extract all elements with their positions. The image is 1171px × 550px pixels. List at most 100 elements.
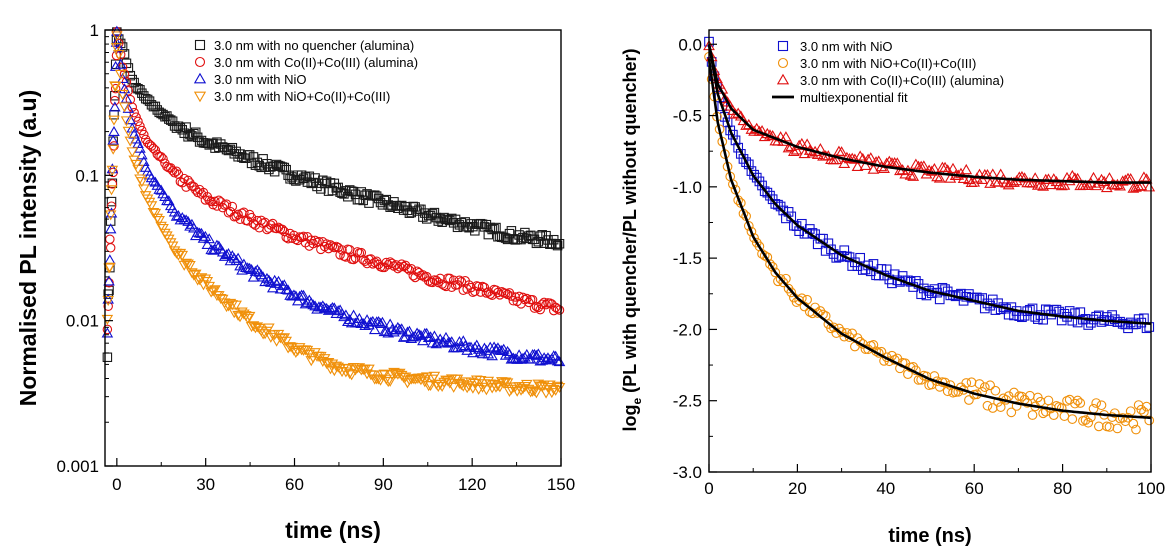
right-point [1064,306,1075,316]
left-point [104,277,114,288]
left-point [510,292,521,302]
left-point [551,381,564,392]
right-point [961,378,972,388]
left-point [270,336,283,347]
left-point [403,325,416,336]
left-series-circle [102,26,565,335]
right-point [836,327,847,337]
left-point [529,303,540,313]
left-point [519,382,531,393]
left-point [104,210,117,221]
left-x-tick-label: 150 [547,475,575,494]
left-point [111,25,123,36]
right-point [1025,304,1035,315]
left-point [261,272,273,283]
right-point [1029,172,1042,183]
right-point [1083,320,1094,330]
right-point [917,160,930,171]
left-point [447,382,460,393]
right-point [916,289,927,300]
left-point [290,347,302,359]
left-point [136,149,148,160]
right-point [741,157,751,168]
left-point [451,342,464,353]
right-point [931,171,943,182]
right-point [794,295,805,306]
left-point [476,348,489,359]
left-point [138,184,150,195]
right-point [979,382,990,392]
left-point [110,83,121,94]
right-point [851,160,864,171]
left-point [428,330,441,341]
left-point [492,381,504,392]
left-point [249,323,262,334]
left-point [122,126,135,137]
left-point [395,323,408,334]
left-point [340,309,352,320]
right-point [1116,175,1129,186]
left-point [103,301,113,312]
right-point [904,169,917,180]
right-point [1067,414,1078,424]
left-point [288,289,300,300]
left-point [120,92,133,103]
right-point [847,261,858,271]
left-point [106,196,117,207]
right-point [1139,407,1149,417]
left-legend-label: 3.0 nm with no quencher (alumina) [214,38,414,53]
left-point [552,240,563,251]
right-point [891,157,904,168]
left-point [247,271,260,282]
left-point [153,215,165,227]
left-point [486,350,498,361]
left-point [118,83,131,94]
left-point [363,364,375,375]
right-y-tick-label: -0.5 [673,107,702,126]
left-point [104,254,116,265]
left-point [220,249,233,260]
right-point [828,322,839,333]
right-series-circle [704,51,1155,435]
left-legend-label: 3.0 nm with NiO [214,72,306,87]
right-point [756,124,768,136]
left-point [241,313,254,324]
left-point [218,250,231,261]
left-point [551,355,564,366]
left-point [132,164,144,175]
right-point [759,250,770,261]
right-point [746,166,757,176]
left-point [372,374,385,385]
right-point [1027,410,1038,420]
right-legend-label: 3.0 nm with Co(II)+Co(III) (alumina) [800,73,1004,88]
left-point [378,369,391,380]
left-point [280,336,292,347]
left-point [321,239,332,249]
left-point [348,254,359,265]
left-point [279,226,290,237]
right-y-title-rest: (PL with quencher/PL without quencher) [620,48,640,397]
left-point [155,221,167,232]
left-y-tick-label: 0.1 [75,166,99,185]
right-point [1082,179,1095,190]
left-point [188,222,200,233]
left-point [201,238,214,249]
right-x-tick-label: 80 [1053,479,1072,498]
right-point [1132,180,1145,191]
right-point [1066,169,1079,181]
left-point [246,212,257,223]
left-point [515,353,527,364]
left-point [111,31,123,42]
left-point [337,245,347,255]
left-point [109,81,122,92]
left-point [135,121,145,131]
left-x-tick-label: 60 [285,475,304,494]
left-point [103,275,115,286]
right-point [961,291,972,302]
left-point [107,134,119,145]
right-legend-symbol [776,73,790,85]
right-point [1109,408,1120,419]
left-legend-symbol [193,91,207,103]
left-point [112,42,125,53]
right-point [944,172,957,183]
